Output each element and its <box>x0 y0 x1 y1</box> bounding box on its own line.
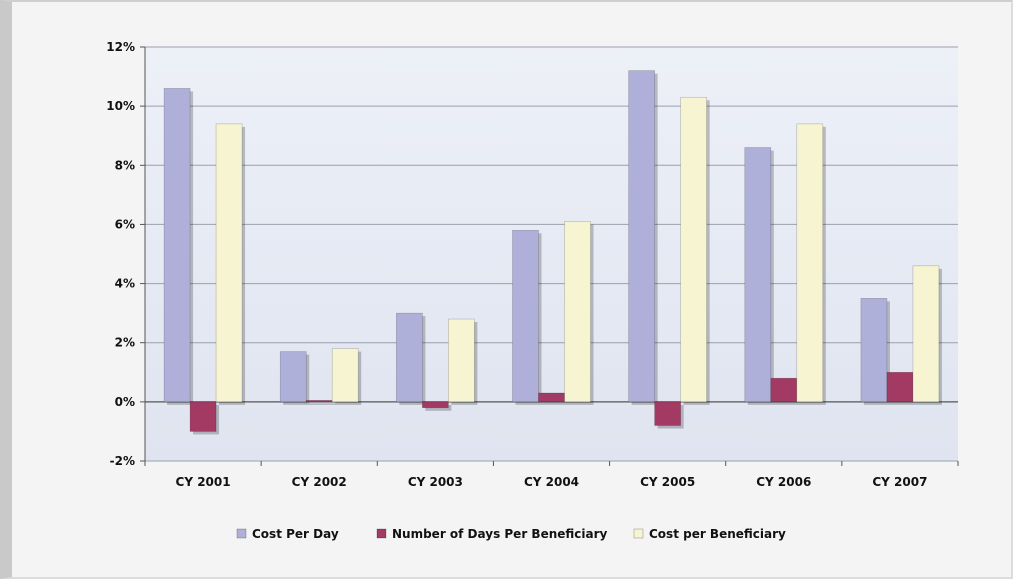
x-axis-ticks: CY 2001 CY 2002 CY 2003 CY 2004 CY 2005 CY 20… <box>176 475 928 489</box>
bar <box>628 70 655 403</box>
bar <box>860 298 888 403</box>
bar <box>163 88 191 403</box>
legend-swatch <box>376 528 387 539</box>
chart: -2%0%2%4%6%8%10%12% CY 2001 CY 2002 CY 200… <box>106 40 959 541</box>
x-tick-label: CY 2003 <box>408 475 463 489</box>
bar <box>215 123 243 403</box>
legend-swatch <box>236 528 247 539</box>
bar <box>422 401 449 409</box>
axes <box>140 46 959 466</box>
bar <box>396 312 423 403</box>
x-tick-label: CY 2004 <box>524 475 579 489</box>
bar <box>770 377 798 403</box>
bar <box>564 221 591 403</box>
legend-label: Cost per Beneficiary <box>649 527 786 541</box>
bar <box>331 348 359 403</box>
y-tick-label: 4% <box>115 277 135 291</box>
y-tick-label: -2% <box>110 454 135 468</box>
bar <box>654 401 681 426</box>
x-tick-label: CY 2007 <box>872 475 927 489</box>
bars <box>163 70 942 435</box>
bar <box>912 265 940 403</box>
legend-label: Cost Per Day <box>252 527 339 541</box>
x-tick-label: CY 2002 <box>292 475 347 489</box>
bar-shadow <box>309 403 336 405</box>
y-tick-label: 8% <box>115 158 135 172</box>
bar <box>512 230 539 403</box>
bar <box>744 147 772 403</box>
bar <box>305 400 333 403</box>
y-tick-label: 12% <box>106 40 135 54</box>
bar-shadow <box>425 404 452 411</box>
legend-swatch <box>633 528 644 539</box>
x-tick-label: CY 2001 <box>176 475 231 489</box>
bar <box>886 371 914 403</box>
bar <box>796 123 824 403</box>
x-tick-label: CY 2006 <box>756 475 811 489</box>
y-tick-label: 6% <box>115 217 135 231</box>
bar <box>680 96 707 403</box>
legend: Cost Per Day Number of Days Per Beneficia… <box>236 527 786 541</box>
y-tick-label: 0% <box>115 395 135 409</box>
y-tick-label: 10% <box>106 99 135 113</box>
bar <box>189 401 217 432</box>
bar <box>279 351 307 403</box>
bar <box>448 318 475 403</box>
bar <box>538 392 565 403</box>
y-axis-ticks: -2% 0% 2% 4% 6% 8% 10% 12% <box>106 40 135 468</box>
x-tick-label: CY 2005 <box>640 475 695 489</box>
legend-label: Number of Days Per Beneficiary <box>392 527 608 541</box>
y-tick-label: 2% <box>115 336 135 350</box>
